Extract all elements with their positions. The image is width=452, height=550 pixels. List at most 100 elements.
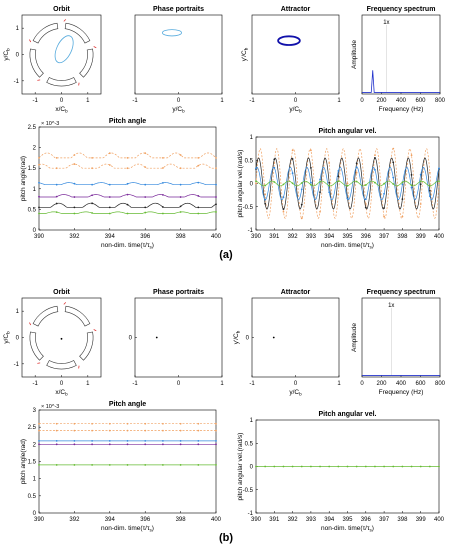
y-axis-label: y/Cb [3,331,11,344]
x-tick-label: 394 [324,234,335,240]
pitch-series-marker [91,422,93,425]
angular-vel-marker [401,181,404,184]
angular-vel-marker [438,182,440,185]
angular-vel-marker [383,207,385,209]
pad-pivot-mark [29,322,32,326]
pitch-series-marker [91,429,93,432]
y-tick-label: 0 [250,465,254,471]
pitch-series-marker [197,164,200,167]
angular-vel-marker [337,169,340,172]
angular-vel-marker [310,149,312,152]
panel-a-0: Orbit x/Cb y/Cb -1 0 1 1 0 -1 [3,6,102,114]
pitch-series-marker [108,196,111,198]
x-tick-label: 200 [376,381,387,387]
angular-vel-marker [374,465,376,468]
pitch-series-marker [215,211,217,213]
panel-title: Pitch angular vel. [319,411,377,418]
pitch-series-marker [108,422,111,425]
angular-vel-marker [401,183,404,186]
bearing-pad [29,331,44,361]
pitch-series-marker [126,212,129,215]
axes-frame [251,297,340,378]
angular-vel-marker [328,465,331,468]
pitch-series-marker [126,440,129,442]
x-tick-label: 398 [176,517,187,523]
pitch-series-marker [108,464,111,466]
phase-point [155,336,158,339]
angular-vel-marker [282,208,285,210]
x-axis-label: x/Cb [55,106,68,114]
pitch-series-marker [126,157,129,159]
pitch-series-marker [55,443,58,446]
panel-title: Phase portraits [153,6,204,13]
panel-title: Phase portraits [153,289,204,296]
x-axis-label: Frequency (Hz) [379,389,424,396]
angular-vel-marker [392,147,395,150]
axes-frame [38,126,217,231]
x-tick-label: 0 [177,98,181,104]
pitch-series-marker [73,464,76,466]
angular-vel-marker [319,178,321,181]
x-tick-label: 393 [306,517,317,523]
x-tick-label: 395 [342,234,353,240]
shaft-center-point [60,337,63,340]
pitch-series-marker [55,422,58,425]
angular-vel-marker [410,154,413,157]
angular-vel-marker [419,183,422,186]
angular-vel-marker [337,175,340,178]
x-tick-label: 393 [306,234,317,240]
pitch-series-marker [215,422,217,425]
angular-vel-marker [374,157,376,159]
phase-portrait-loop [162,29,182,37]
pitch-series-marker [108,183,111,186]
pitch-series-marker [162,464,164,466]
pitch-series-marker [179,183,182,186]
pitch-series-marker [108,212,111,215]
x-tick-label: 392 [69,234,80,240]
pitch-series-marker [91,202,93,205]
pitch-series-marker [126,429,129,432]
angular-vel-marker [300,182,303,184]
y-tick-label: 0 [250,182,254,188]
bearing-pad [46,77,77,87]
angular-vel-marker [300,465,303,468]
bearing-pad [46,360,77,370]
angular-vel-marker [264,184,267,187]
pitch-series-marker [144,211,147,214]
angular-vel-marker [328,162,331,164]
x-axis-label: x/Cb [55,389,68,397]
panel-a-5: Pitch angular vel. non-dim. time(τ/τs) pit… [237,128,445,250]
pitch-series-marker [91,440,93,442]
x-tick-label: 396 [140,234,151,240]
angular-vel-marker [264,465,267,468]
pitch-series-marker [162,193,164,196]
y-tick-label: -0.5 [243,488,254,494]
y-tick-label: 0 [33,228,37,234]
figure-label-a: (a) [219,249,233,261]
y-exponent: × 10^-3 [41,404,59,410]
y-tick-label: 1 [33,477,37,483]
pitch-series-marker [144,152,147,155]
panel-b-10: Pitch angle non-dim. time(τ/τs) pitch angl… [20,401,222,533]
panel-a-4: Pitch angle non-dim. time(τ/τs) pitch angl… [20,118,222,250]
pitch-series-marker [126,443,129,446]
x-tick-label: -1 [32,381,38,387]
angular-vel-marker [282,210,285,213]
pitch-series-marker [38,181,40,184]
pitch-series-marker [197,157,200,159]
angular-vel-marker [291,182,294,185]
angular-vel-marker [337,180,340,183]
x-tick-label: 200 [376,98,387,104]
y-axis-label: pitch angular vel.(rad/s) [237,433,244,501]
x-tick-label: 392 [288,517,299,523]
angular-vel-marker [355,180,358,183]
pitch-series-marker [144,443,147,446]
x-tick-label: 396 [361,234,372,240]
x-tick-label: -1 [249,98,255,104]
x-tick-label: 800 [435,381,446,387]
pitch-series-marker [73,429,76,432]
pitch-series-marker [73,182,76,185]
y-tick-label: 0 [16,336,20,342]
angular-vel-marker [401,215,404,218]
y-tick-label: -1 [14,362,20,368]
